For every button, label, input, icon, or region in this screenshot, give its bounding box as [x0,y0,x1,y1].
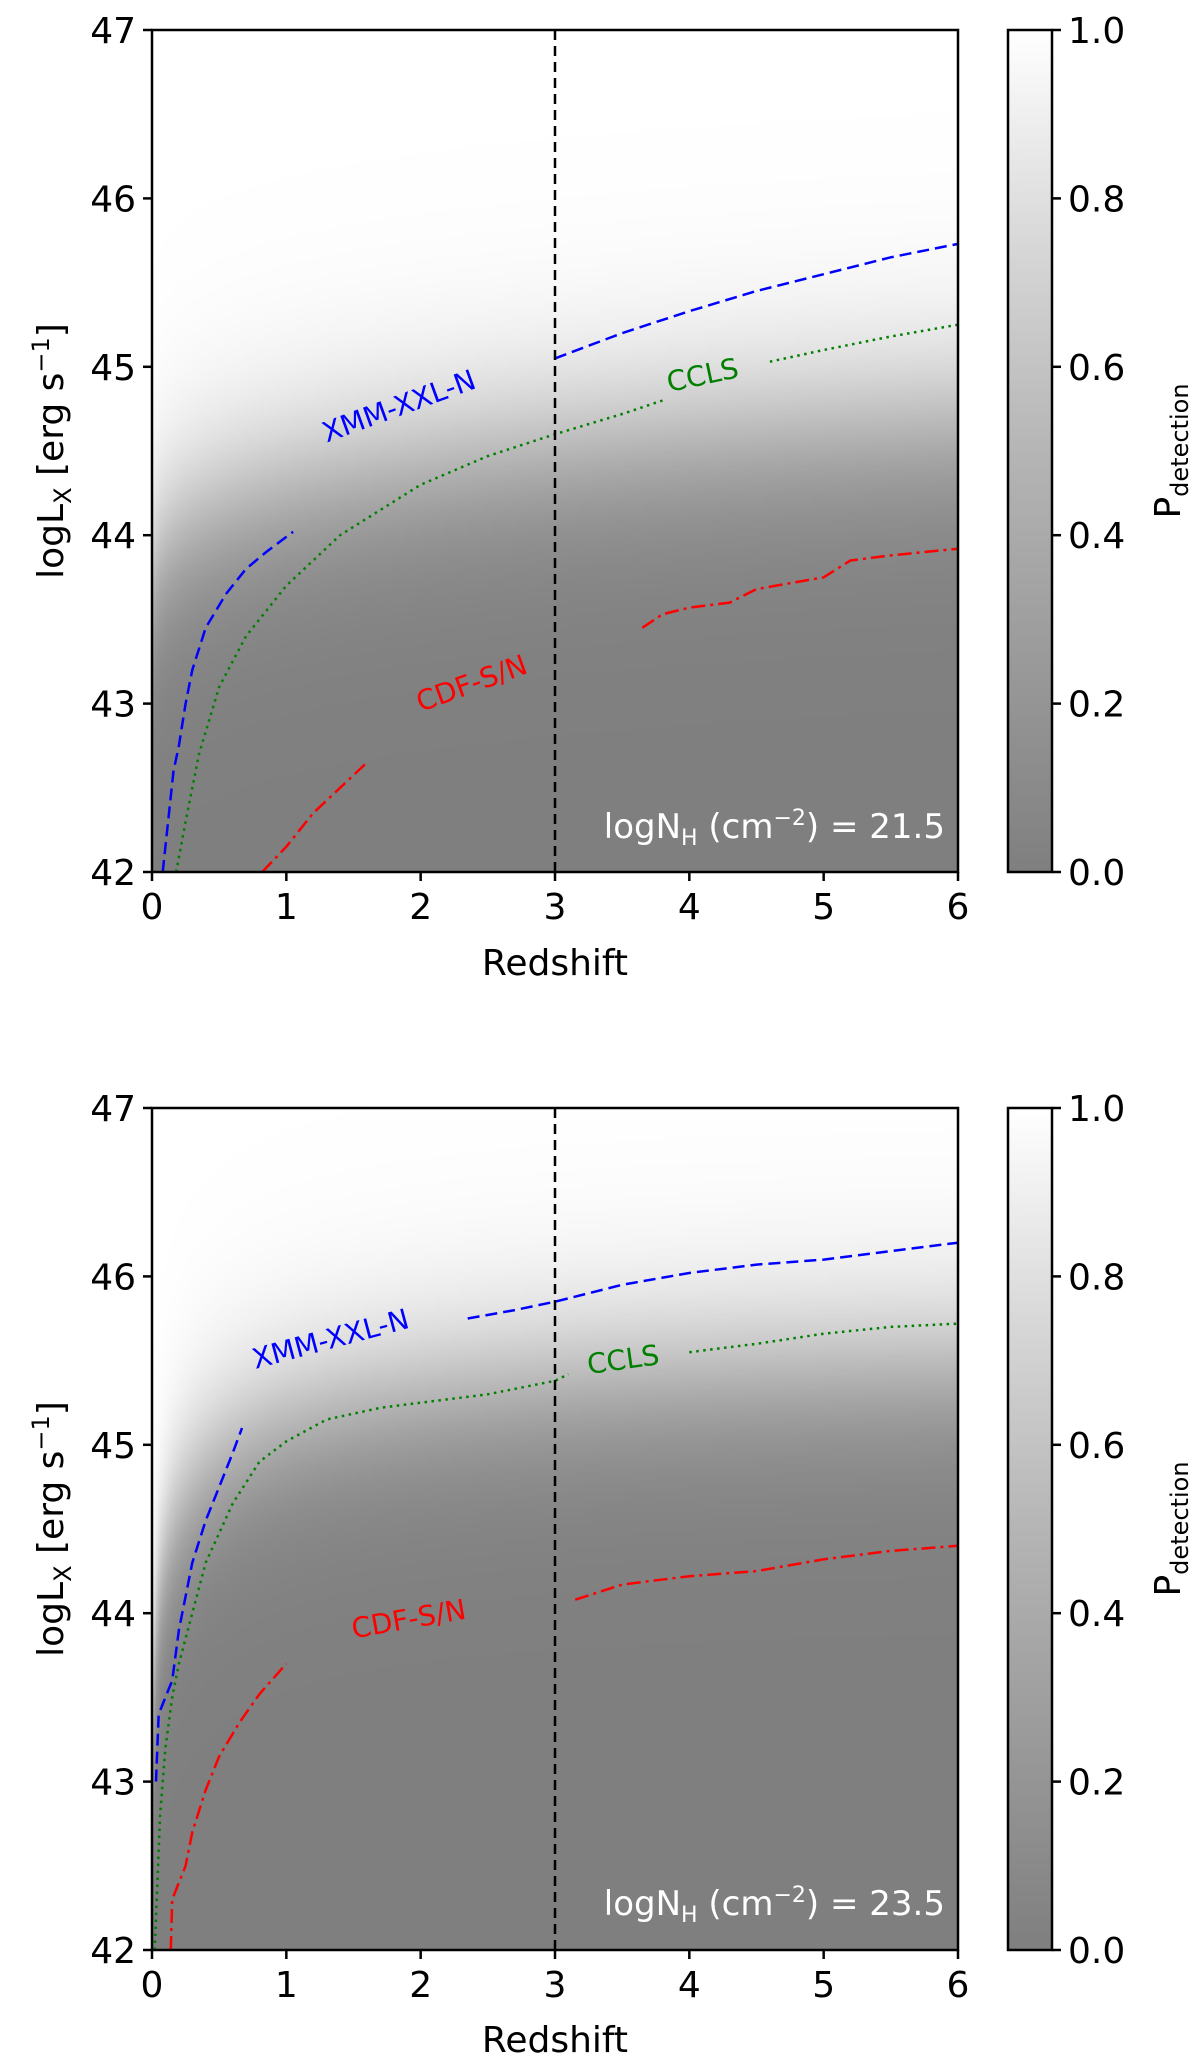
y-tick-label: 46 [90,179,136,220]
colorbar-tick-label: 0.6 [1068,1426,1125,1467]
y-tick-label: 44 [90,1594,136,1635]
y-tick-label: 42 [90,853,136,894]
bottom-x-axis-label: Redshift [482,2020,628,2061]
y-tick-label: 42 [90,1931,136,1972]
y-tick-label: 47 [90,1089,136,1130]
x-tick-label: 2 [409,887,432,928]
top-y-ticks: 42 43 44 45 46 47 [90,11,152,894]
xmm-xxl-n-curve-segment-2 [467,1241,959,1320]
y-tick-label: 46 [90,1257,136,1298]
bottom-nh-annotation: logNH (cm−2) = 23.5 [604,1883,945,1928]
top-y-axis-label: logLX [erg s−1] [27,323,77,579]
top-colorbar-ticks: 0.0 0.2 0.4 0.6 0.8 1.0 [1052,11,1125,894]
y-tick-label: 45 [90,1426,136,1467]
bottom-colorbar [1006,1106,1054,1952]
colorbar-tick-label: 0.0 [1068,1931,1125,1972]
y-tick-label: 43 [90,685,136,726]
top-x-ticks: 0 1 2 3 4 5 6 [141,872,970,928]
y-tick-label: 45 [90,348,136,389]
cdf-s-n-curve-segment-1 [169,1662,288,1951]
y-tick-label: 47 [90,11,136,52]
bottom-y-axis-label: logLX [erg s−1] [27,1401,77,1657]
x-tick-label: 5 [812,887,835,928]
x-tick-label: 2 [409,1965,432,2006]
bottom-colorbar-label: Pdetection [1148,1461,1194,1596]
colorbar-tick-label: 0.6 [1068,348,1125,389]
colorbar-tick-label: 0.8 [1068,1257,1125,1298]
top-colorbar-label: Pdetection [1148,383,1194,518]
x-tick-label: 5 [812,1965,835,2006]
colorbar-tick-label: 0.2 [1068,685,1125,726]
y-tick-label: 43 [90,1763,136,1804]
x-tick-label: 1 [275,887,298,928]
ccls-curve-segment-2 [689,1322,959,1354]
top-x-axis-label: Redshift [482,943,628,984]
x-tick-label: 0 [141,887,164,928]
ccls-curve-segment-1 [153,1372,569,1951]
colorbar-tick-label: 1.0 [1068,11,1125,52]
x-tick-label: 4 [678,1965,701,2006]
bottom-x-ticks: 0 1 2 3 4 5 6 [141,1950,970,2006]
x-tick-label: 3 [544,887,567,928]
xmm-xxl-n-curve-segment-1 [154,1427,244,1782]
x-tick-label: 3 [544,1965,567,2006]
y-tick-label: 44 [90,516,136,557]
x-tick-label: 0 [141,1965,164,2006]
top-colorbar [1006,28,1054,874]
colorbar-tick-label: 1.0 [1068,1089,1125,1130]
x-tick-label: 6 [947,1965,970,2006]
colorbar-tick-label: 0.2 [1068,1763,1125,1804]
colorbar-tick-label: 0.0 [1068,853,1125,894]
xmm-xxl-n-curve-segment-1 [161,530,294,873]
cdf-s-n-curve-segment-2 [641,547,959,629]
colorbar-tick-label: 0.4 [1068,516,1125,557]
bottom-colorbar-ticks: 0.0 0.2 0.4 0.6 0.8 1.0 [1052,1089,1125,1972]
cdf-s-n-curve-segment-1 [261,761,368,873]
bottom-y-ticks: 42 43 44 45 46 47 [90,1089,152,1972]
top-nh-annotation: logNH (cm−2) = 21.5 [604,806,945,851]
x-tick-label: 4 [678,887,701,928]
xmm-xxl-n-curve-segment-2 [554,242,959,360]
x-tick-label: 1 [275,1965,298,2006]
colorbar-tick-label: 0.4 [1068,1594,1125,1635]
colorbar-tick-label: 0.8 [1068,179,1125,220]
x-tick-label: 6 [947,887,970,928]
